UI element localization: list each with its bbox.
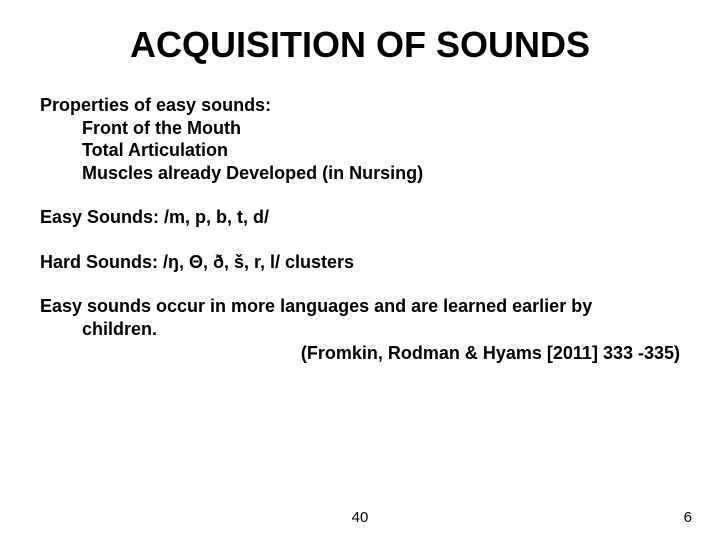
hard-sounds-line: Hard Sounds: /ŋ, Θ, ð, š, r, l/ clusters (40, 251, 680, 274)
property-item: Front of the Mouth (82, 117, 680, 140)
citation-text: (Fromkin, Rodman & Hyams [2011] 333 -335… (40, 342, 680, 365)
properties-heading: Properties of easy sounds: (40, 94, 680, 117)
slide-title: ACQUISITION OF SOUNDS (70, 24, 650, 66)
summary-line-1: Easy sounds occur in more languages and … (40, 295, 680, 318)
property-item: Muscles already Developed (in Nursing) (82, 162, 680, 185)
footer-center-number: 40 (352, 509, 369, 526)
summary-line-2: children. (82, 318, 680, 341)
slide-body: Properties of easy sounds: Front of the … (40, 94, 680, 365)
properties-block: Properties of easy sounds: Front of the … (40, 94, 680, 184)
slide-container: ACQUISITION OF SOUNDS Properties of easy… (0, 0, 720, 540)
property-item: Total Articulation (82, 139, 680, 162)
easy-sounds-line: Easy Sounds: /m, p, b, t, d/ (40, 206, 680, 229)
summary-block: Easy sounds occur in more languages and … (40, 295, 680, 365)
footer-page-number: 6 (684, 509, 692, 526)
